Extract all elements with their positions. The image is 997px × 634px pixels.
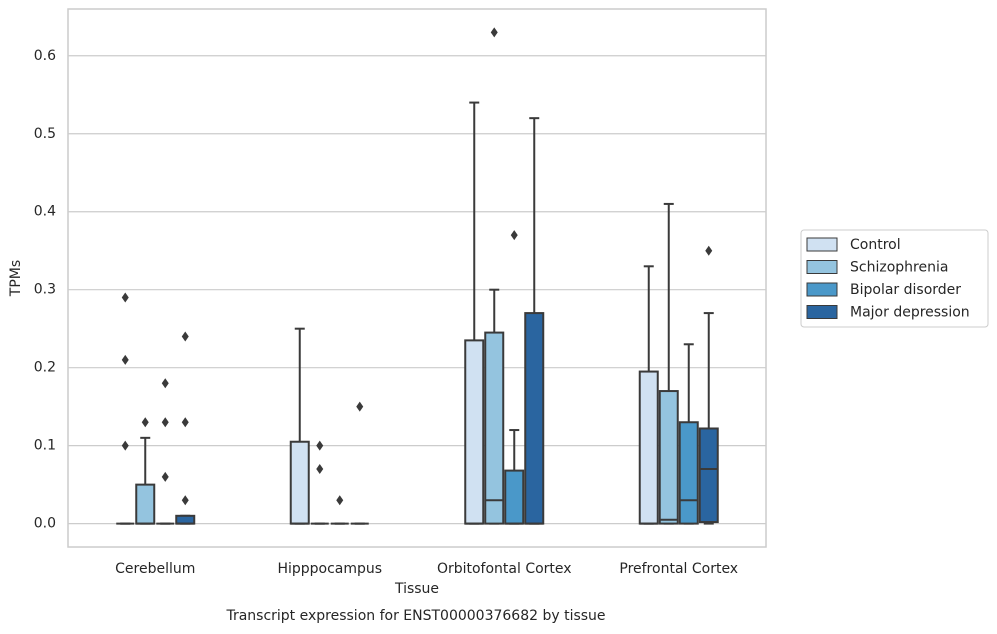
outlier [161,417,169,428]
outlier [121,354,129,365]
outlier [356,401,364,412]
x-tick-label: Cerebellum [115,561,195,577]
x-axis-label: Tissue [394,581,439,597]
y-tick-label: 0.6 [34,48,56,64]
legend-frame [800,229,989,328]
legend-label: Schizophrenia [850,260,948,276]
legend-label: Bipolar disorder [850,282,961,298]
y-tick-label: 0.4 [34,204,56,220]
y-tick-label: 0.5 [34,126,56,142]
legend-swatch [806,282,838,297]
outlier [181,417,189,428]
box [135,483,156,525]
box [175,514,196,525]
x-tick-label: Orbitofontal Cortex [437,561,572,577]
legend-swatch [806,237,838,252]
box [638,370,659,525]
y-tick-label: 0.3 [34,282,56,298]
x-tick-label: Hipppocampus [277,561,382,577]
box [289,440,310,525]
legend-label: Major depression [850,305,970,321]
box [698,427,719,524]
y-tick-label: 0.1 [34,438,56,454]
outlier [121,440,129,451]
outlier [161,471,169,482]
outlier [316,440,324,451]
plot-frame [67,8,767,548]
outlier [490,27,498,38]
outlier [705,245,713,256]
box [484,331,505,525]
box [524,312,545,525]
y-tick-label: 0.2 [34,360,56,376]
outlier [510,230,518,241]
legend-label: Control [850,237,901,253]
legend-swatch [806,260,838,274]
box [658,390,679,525]
x-tick-label: Prefrontal Cortex [619,561,738,577]
y-tick-label: 0.0 [34,516,56,532]
outlier [141,417,149,428]
outlier [181,495,189,506]
outlier [181,331,189,342]
box [464,339,485,525]
chart-title: Transcript expression for ENST0000037668… [225,608,605,624]
legend-swatch [806,305,838,319]
box [504,469,525,525]
box [678,421,699,525]
outlier [336,495,344,506]
outlier [121,292,129,303]
outlier [316,464,324,475]
y-axis-label: TPMs [8,260,24,297]
outlier [161,378,169,389]
